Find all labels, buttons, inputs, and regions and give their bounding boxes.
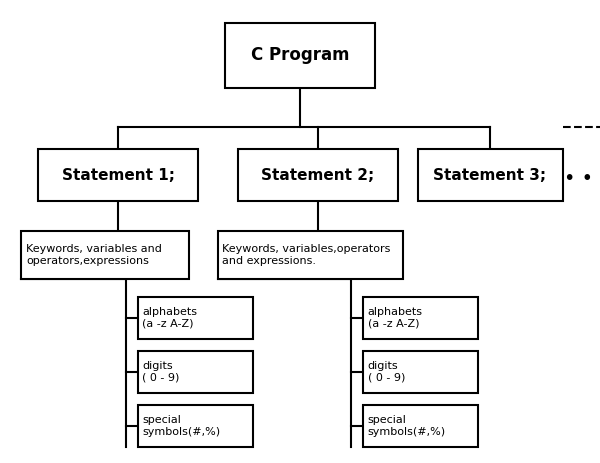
FancyBboxPatch shape bbox=[362, 351, 478, 393]
FancyBboxPatch shape bbox=[21, 231, 189, 279]
Text: Statement 3;: Statement 3; bbox=[433, 168, 547, 182]
FancyBboxPatch shape bbox=[38, 149, 198, 201]
FancyBboxPatch shape bbox=[225, 23, 375, 88]
FancyBboxPatch shape bbox=[362, 405, 478, 447]
Text: alphabets
(a -z A-Z): alphabets (a -z A-Z) bbox=[143, 307, 197, 329]
FancyBboxPatch shape bbox=[238, 149, 398, 201]
Text: digits
( 0 - 9): digits ( 0 - 9) bbox=[367, 361, 405, 383]
FancyBboxPatch shape bbox=[137, 297, 253, 339]
Text: C Program: C Program bbox=[251, 46, 349, 64]
Text: Keywords, variables and
operators,expressions: Keywords, variables and operators,expres… bbox=[26, 244, 162, 266]
FancyBboxPatch shape bbox=[218, 231, 403, 279]
FancyBboxPatch shape bbox=[137, 351, 253, 393]
Text: alphabets
(a -z A-Z): alphabets (a -z A-Z) bbox=[367, 307, 422, 329]
Text: Statement 2;: Statement 2; bbox=[262, 168, 374, 182]
FancyBboxPatch shape bbox=[362, 297, 478, 339]
FancyBboxPatch shape bbox=[137, 405, 253, 447]
Text: Keywords, variables,operators
and expressions.: Keywords, variables,operators and expres… bbox=[223, 244, 391, 266]
FancyBboxPatch shape bbox=[418, 149, 563, 201]
Text: special
symbols(#,%): special symbols(#,%) bbox=[143, 415, 221, 437]
Text: Statement 1;: Statement 1; bbox=[62, 168, 175, 182]
Text: • •: • • bbox=[563, 169, 593, 188]
Text: digits
( 0 - 9): digits ( 0 - 9) bbox=[143, 361, 180, 383]
Text: special
symbols(#,%): special symbols(#,%) bbox=[367, 415, 446, 437]
